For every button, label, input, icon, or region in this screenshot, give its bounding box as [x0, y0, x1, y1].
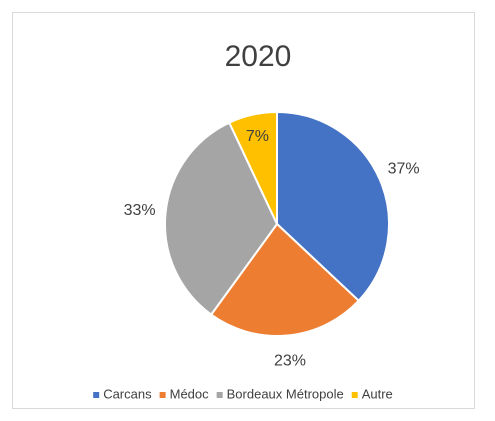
data-label: 7%	[246, 128, 269, 145]
legend-marker	[159, 392, 166, 398]
data-label: 23%	[274, 353, 306, 370]
pie-slice	[209, 222, 361, 337]
legend-marker	[93, 392, 100, 398]
legend-label: Autre	[362, 386, 393, 401]
data-label: 37%	[388, 160, 420, 177]
legend-label: Carcans	[103, 386, 152, 401]
legend-label: Bordeaux Métropole	[227, 386, 344, 401]
chart-title: 2020	[225, 40, 292, 73]
pie-slice	[227, 110, 278, 225]
legend-label: Médoc	[170, 386, 210, 401]
pie-slice	[276, 110, 390, 303]
data-label: 33%	[124, 202, 156, 219]
legend-marker	[216, 392, 223, 398]
pie-slice	[164, 121, 279, 317]
legend-marker	[351, 392, 358, 398]
